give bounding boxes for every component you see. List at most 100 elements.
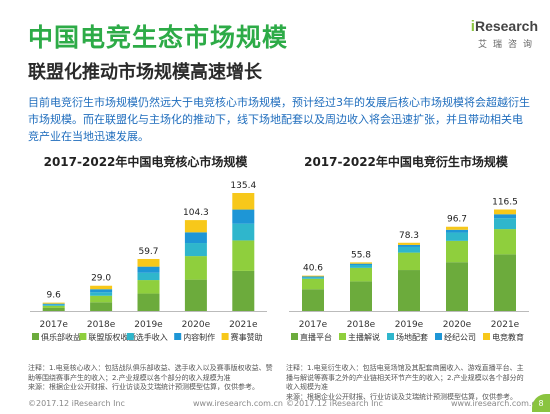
bar-segment [350,267,372,282]
iresearch-logo: iResearch 艾瑞咨询 [471,18,538,50]
logo-wordmark: iResearch [471,18,538,35]
bar-segment [137,266,160,273]
total-label: 55.8 [351,250,371,260]
legend-label: 选手收入 [136,332,168,342]
bar-segment [232,209,255,224]
bar-segment [184,279,207,311]
bar-segment [350,262,372,264]
derivative-market-chart-svg: 40.6 2017e 55.8 2018e 78.3 2019e 96.7 2020e 116.… [289,197,529,342]
bar-segment [184,220,207,233]
bar-segment [90,289,113,293]
bar-segment [42,307,65,311]
bar-segment [446,232,468,241]
footer-copyright: ©2017.12 iResearch Inc [28,399,125,408]
footer-site: www.iresearch.com.cn [193,399,283,408]
note-line: 注释：1.电竞衍生收入：包括电竞场馆及其配套商圈收入、游戏直播平台、主播与解说等… [286,364,524,391]
legend-label: 内容制作 [183,332,215,342]
bar-segment [398,252,420,271]
legend-swatch [483,333,490,340]
legend-label: 电竞教育 [492,332,524,342]
bar-segment [90,295,113,303]
bar-segment [137,293,160,311]
x-tick-label: 2020e [182,320,211,330]
logo-i: i [470,18,475,35]
bar-segment [137,280,160,294]
bar-segment [398,244,420,247]
legend-swatch [174,333,182,340]
bar-segment [494,214,516,219]
bar-segment [90,292,113,296]
bar-segment [184,243,207,257]
bar-segment [302,289,324,311]
total-label: 116.5 [492,197,518,207]
legend-swatch [79,333,87,340]
page-number: 8 [532,394,550,412]
bar-segment [494,209,516,215]
bar-segment [232,270,255,311]
bar-segment [302,275,324,277]
bar-segment [42,304,65,306]
x-tick-label: 2019e [134,320,163,330]
core-market-chart-svg: 9.6 2017e 29.0 2018e 59.7 2019e 104.3 2020e 135.… [30,181,267,342]
total-label: 104.3 [183,208,209,218]
total-label: 9.6 [47,291,62,301]
bar-segment [184,232,207,244]
chart-title: 2017-2022年中国电竞衍生市场规模 [304,155,508,169]
bar-segment [137,258,160,267]
footer-copyright: ©2017.12 iResearch Inc [286,399,383,408]
legend-label: 场地配套 [396,332,428,342]
x-tick-label: 2017e [299,320,328,330]
derivative-market-chart: 2017-2022年中国电竞衍生市场规模 40.6 2017e 55.8 2018e 7… [277,143,535,363]
page-subtitle: 联盟化推动市场规模高速增长 [28,62,262,83]
legend-label: 联盟版权收益 [88,332,136,342]
bar-segment [398,270,420,311]
legend-swatch [435,333,442,340]
core-market-chart: 2017-2022年中国电竞核心市场规模 9.6 2017e 29.0 2018e 59… [18,143,273,363]
notes-right: 注释：1.电竞衍生收入：包括电竞场馆及其配套商圈收入、游戏直播平台、主播与解说等… [286,364,526,402]
bar-segment [232,240,255,271]
bar-segment [446,229,468,233]
bar-segment [302,278,324,290]
bar-segment [184,256,207,280]
bar-segment [232,223,255,241]
x-tick-label: 2021e [229,320,258,330]
total-label: 59.7 [138,247,158,257]
bar-segment [494,218,516,230]
bar-segment [302,277,324,279]
legend-swatch [221,333,229,340]
logo-chinese: 艾瑞咨询 [477,40,538,50]
bar-segment [90,302,113,311]
note-line: 注释：1.电竞核心收入：包括战队俱乐部收益、选手收入以及赛事版权收益、赞助等围绕… [28,364,273,382]
x-tick-label: 2017e [39,320,68,330]
bar-segment [42,302,65,304]
x-tick-label: 2019e [395,320,424,330]
legend-swatch [126,333,134,340]
notes-left: 注释：1.电竞核心收入：包括战队俱乐部收益、选手收入以及赛事版权收益、赞助等围绕… [28,364,273,393]
total-label: 29.0 [91,274,111,284]
bar-segment [137,272,160,281]
logo-research: Research [474,18,538,34]
legend-label: 直播平台 [300,332,332,342]
source-line: 来源：根据企业公开财报、行业访谈及艾瑞统计预测模型估算，仅供参考。 [28,383,259,391]
bar-segment [42,305,65,308]
bar-segment [494,254,516,311]
legend-label: 主播解说 [348,332,380,342]
bar-segment [302,276,324,278]
legend-label: 赛事赞助 [231,332,263,342]
source-line: 来源：根据企业公开财报、行业访谈及艾瑞统计预测模型估算，仅供参考。 [286,392,517,401]
total-label: 40.6 [303,264,323,274]
bar-segment [446,226,468,230]
footer-site: www.iresearch.com.cn [451,399,541,408]
legend-label: 经纪公司 [444,332,476,342]
bar-segment [90,285,113,290]
bar-segment [446,262,468,311]
x-tick-label: 2020e [443,320,472,330]
bar-segment [494,229,516,255]
x-tick-label: 2018e [87,320,116,330]
legend-label: 俱乐部收益 [41,332,81,342]
bar-segment [232,193,255,210]
chart-title: 2017-2022年中国电竞核心市场规模 [43,155,248,169]
legend-swatch [32,333,39,340]
bar-segment [350,263,372,265]
legend-swatch [387,333,394,340]
